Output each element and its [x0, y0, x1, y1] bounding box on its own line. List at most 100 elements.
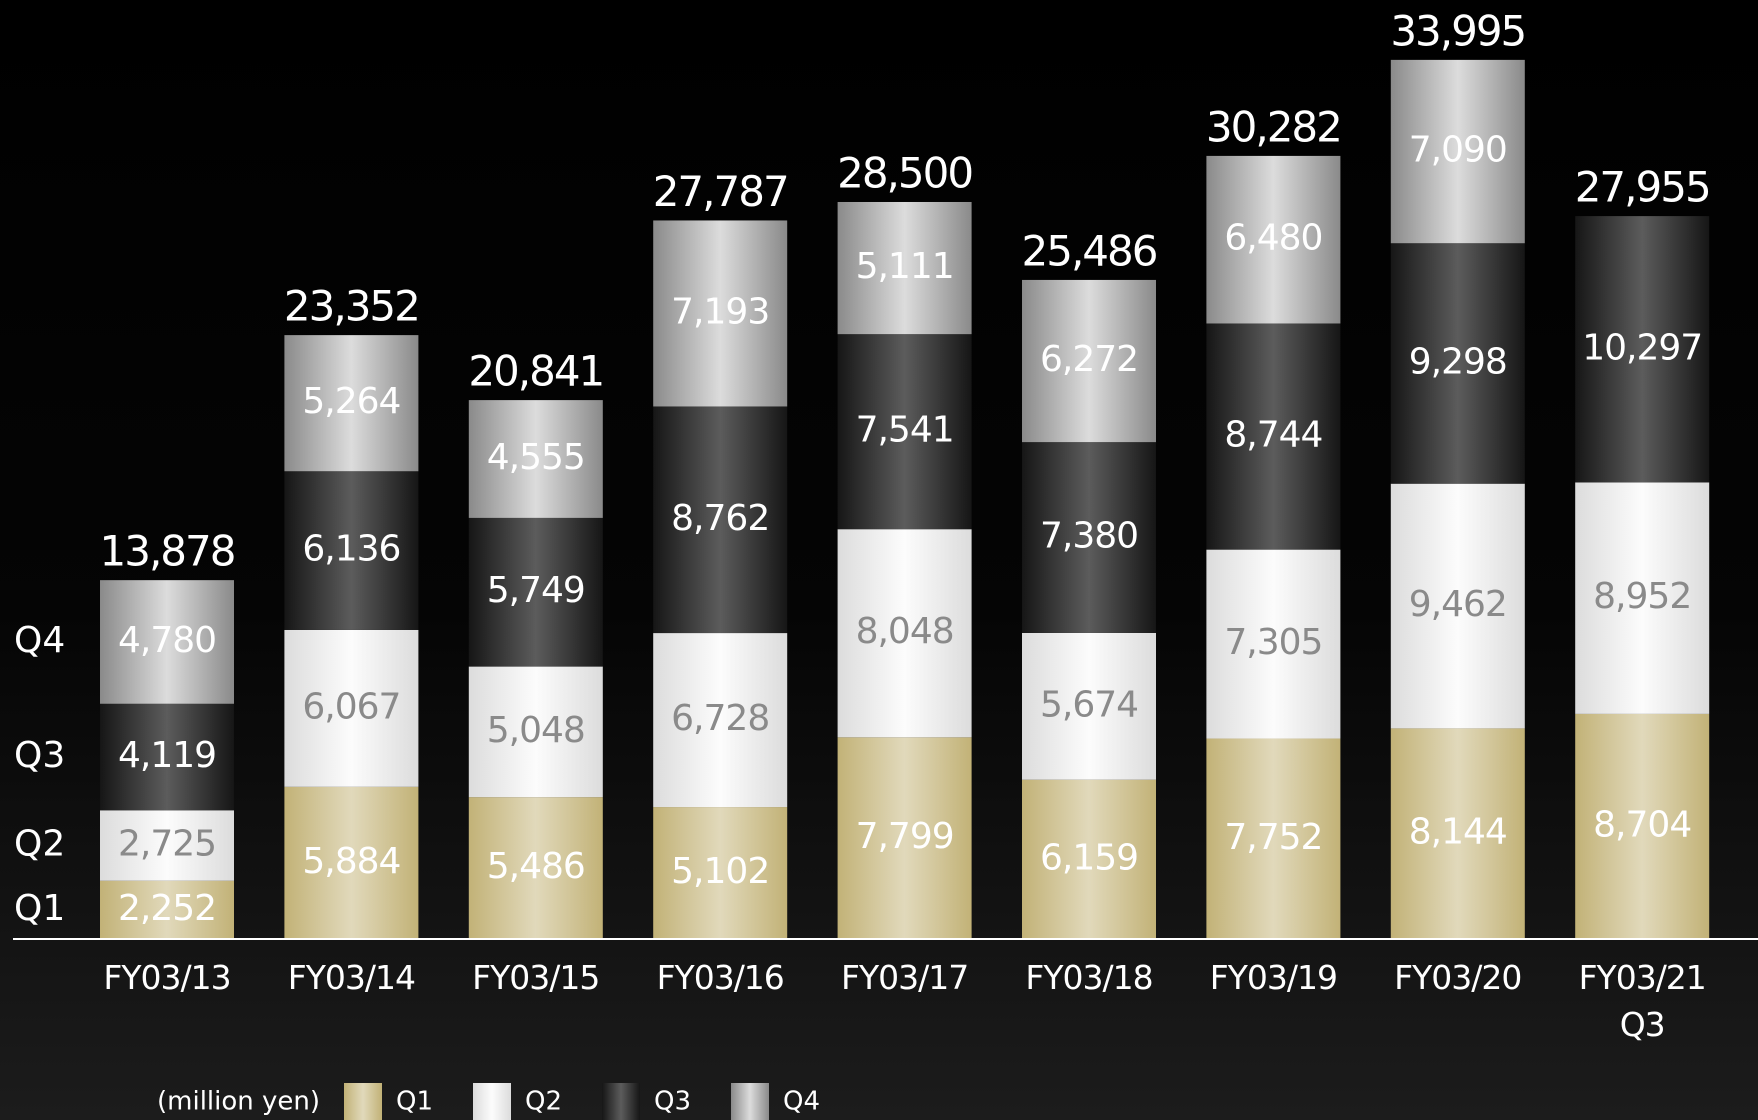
segment-label: 7,541 — [856, 410, 954, 451]
bar-segment — [1575, 216, 1710, 483]
bar-segment — [468, 666, 603, 798]
bar-segment — [1575, 482, 1710, 714]
bar-segment — [100, 880, 234, 939]
segment-label: 5,048 — [487, 710, 585, 751]
segment-label: 6,136 — [302, 529, 400, 570]
segment-label: 5,264 — [302, 381, 400, 422]
bar-segment — [100, 810, 234, 881]
bar-segment — [837, 737, 972, 939]
segment-label: 2,725 — [118, 824, 216, 865]
segment-label: 8,762 — [671, 498, 769, 539]
bar-segment — [100, 580, 234, 704]
segment-label: 10,297 — [1582, 327, 1702, 368]
segment-label: 5,111 — [856, 246, 954, 287]
segment-label: 8,048 — [856, 611, 954, 652]
segment-label: 8,952 — [1593, 576, 1691, 617]
segment-label: 5,884 — [302, 841, 400, 882]
segment-label: 8,144 — [1409, 812, 1507, 853]
bar-segment — [468, 797, 603, 939]
segment-label: 6,272 — [1040, 339, 1138, 380]
x-tick-label: FY03/20 — [1394, 958, 1522, 997]
legend-swatch — [731, 1083, 769, 1120]
total-label: 27,787 — [653, 167, 788, 216]
total-label: 28,500 — [837, 148, 972, 197]
segment-label: 4,780 — [118, 620, 216, 661]
segment-label: 5,674 — [1040, 684, 1138, 725]
legend-swatch — [602, 1083, 640, 1120]
bar-segment — [1022, 279, 1156, 443]
bar-segment — [1022, 632, 1156, 780]
bar-segment — [1390, 728, 1525, 939]
bar-segment — [653, 220, 788, 407]
x-tick-label: FY03/21 Q3 — [1578, 958, 1707, 1044]
unit-label: (million yen) — [157, 1087, 320, 1117]
total-label: 27,955 — [1575, 163, 1710, 212]
segment-label: 4,119 — [118, 735, 216, 776]
bar-segment — [837, 334, 972, 530]
bar-segment — [1206, 549, 1341, 739]
bar-segment — [1390, 483, 1525, 729]
segment-label: 4,555 — [487, 437, 585, 478]
x-tick-label: FY03/17 — [840, 958, 969, 997]
segment-label: 5,102 — [671, 851, 769, 892]
bar-segment — [1206, 155, 1341, 324]
segment-label: 8,744 — [1224, 415, 1322, 456]
segment-label: 7,090 — [1409, 130, 1507, 171]
segment-label: 7,752 — [1224, 817, 1322, 858]
bar-segment — [1022, 779, 1156, 939]
x-tick-label: FY03/14 — [287, 958, 416, 997]
bar-segment — [284, 786, 419, 939]
legend-label: Q1 — [396, 1087, 433, 1117]
segment-label: 6,480 — [1224, 218, 1322, 259]
bar-segment — [837, 201, 972, 335]
bar-segment — [1390, 243, 1525, 484]
segment-label: 9,462 — [1409, 584, 1507, 625]
legend-label: Q3 — [654, 1087, 691, 1117]
segment-label: 6,728 — [671, 698, 769, 739]
total-label: 20,841 — [468, 347, 603, 396]
total-label: 25,486 — [1022, 226, 1157, 275]
total-label: 13,878 — [100, 527, 235, 576]
bar-segment — [284, 335, 419, 472]
segment-label: 8,704 — [1593, 804, 1691, 845]
legend-label: Q2 — [525, 1087, 562, 1117]
segment-label: 9,298 — [1409, 341, 1507, 382]
segment-label: 7,799 — [856, 816, 954, 857]
bar-segment — [1022, 442, 1156, 633]
series-side-label: Q2 — [14, 824, 65, 865]
segment-label: 7,193 — [671, 291, 769, 332]
legend-swatch — [473, 1083, 511, 1120]
bar-segment — [100, 703, 234, 811]
legend-label: Q4 — [783, 1087, 820, 1117]
bar-segment — [284, 471, 419, 630]
segment-label: 7,305 — [1224, 622, 1322, 663]
segment-label: 7,380 — [1040, 516, 1138, 557]
x-tick-label: FY03/19 — [1209, 958, 1338, 997]
bar-segment — [837, 529, 972, 738]
segment-label: 2,252 — [118, 888, 216, 929]
legend-swatch — [344, 1083, 382, 1120]
bar-segment — [653, 406, 788, 634]
bar-segment — [1206, 738, 1341, 939]
total-label: 30,282 — [1206, 102, 1341, 151]
segment-label: 5,749 — [487, 570, 585, 611]
bar-segment — [468, 400, 603, 518]
total-label: 23,352 — [284, 282, 419, 331]
series-side-label: Q3 — [14, 735, 65, 776]
bar-segment — [1206, 323, 1341, 550]
x-tick-label: FY03/13 — [103, 958, 231, 997]
segment-label: 5,486 — [487, 846, 585, 887]
total-label: 33,995 — [1390, 6, 1525, 55]
bar-segment — [284, 629, 419, 787]
bar-segment — [1575, 713, 1710, 939]
x-tick-label: FY03/18 — [1025, 958, 1153, 997]
segment-label: 6,067 — [302, 686, 400, 727]
bar-segment — [1390, 59, 1525, 244]
bar-segment — [653, 633, 788, 808]
bar-segment — [468, 517, 603, 667]
x-tick-label: FY03/16 — [656, 958, 785, 997]
series-side-label: Q4 — [14, 620, 65, 661]
segment-label: 6,159 — [1040, 837, 1138, 878]
